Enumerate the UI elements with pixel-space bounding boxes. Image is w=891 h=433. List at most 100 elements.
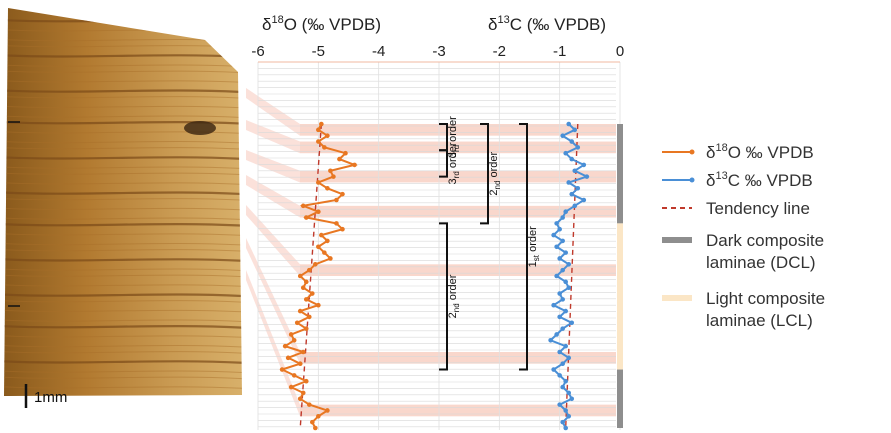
rock-stratum — [4, 115, 242, 119]
data-point — [310, 419, 315, 425]
legend-entry: Tendency line — [662, 199, 810, 218]
dcl-band — [300, 170, 616, 183]
rock-stratum — [4, 191, 242, 196]
data-point — [566, 355, 572, 361]
data-point — [569, 191, 575, 197]
data-point — [566, 121, 572, 127]
data-point — [331, 174, 336, 179]
legend-swatch — [662, 295, 692, 301]
rock-stratum — [4, 89, 242, 94]
rock-stratum — [4, 140, 242, 144]
data-point — [551, 302, 556, 308]
data-point — [316, 414, 321, 419]
data-point — [572, 127, 578, 133]
rock-stratum — [4, 80, 242, 84]
rock-stratum — [4, 300, 242, 303]
data-point — [306, 267, 312, 273]
order-label: 2nd order — [447, 274, 461, 318]
order-bracket — [480, 123, 489, 225]
dcl-band — [300, 352, 616, 364]
data-point — [566, 414, 572, 419]
data-point — [557, 314, 562, 320]
rock-stratum — [4, 217, 242, 221]
data-point — [303, 378, 309, 384]
data-point — [282, 343, 288, 349]
rock-stratum — [4, 370, 242, 374]
data-point — [340, 191, 345, 197]
data-point — [279, 367, 285, 372]
data-point — [560, 384, 565, 390]
data-point — [572, 168, 578, 174]
d18o-axis-title: δ18O (‰ VPDB) — [262, 14, 381, 34]
dark-laminae-segment — [617, 369, 623, 428]
data-point — [316, 139, 321, 144]
rock-stratum — [4, 268, 242, 272]
data-point — [560, 297, 565, 302]
dark-laminae-segment — [617, 124, 623, 224]
data-point — [566, 390, 572, 396]
data-point — [297, 361, 303, 366]
rock-stratum — [4, 198, 242, 201]
data-point — [288, 384, 294, 390]
data-point — [560, 267, 565, 273]
data-point — [557, 373, 562, 378]
data-point — [560, 326, 565, 331]
rock-stratum — [4, 166, 242, 170]
tendency-line — [565, 123, 579, 429]
order-bracket — [439, 222, 448, 371]
data-point — [557, 291, 562, 296]
data-point — [285, 355, 291, 361]
data-point — [557, 226, 562, 232]
data-point — [548, 338, 553, 343]
data-point — [303, 297, 309, 302]
legend-entry: Light composite laminae (LCL) — [662, 289, 825, 330]
data-point — [554, 273, 559, 279]
rock-stratum — [4, 360, 242, 365]
data-point — [551, 232, 556, 238]
data-point — [306, 314, 312, 320]
rock-stratum — [4, 258, 242, 263]
rock-stratum — [4, 293, 242, 298]
data-point — [291, 373, 297, 378]
dcl-band — [300, 141, 616, 154]
data-point — [563, 408, 568, 413]
data-point — [566, 285, 572, 290]
legend-label: Light composite — [706, 289, 825, 308]
rock-stratum — [4, 147, 242, 150]
legend-swatch — [662, 237, 692, 243]
data-point — [554, 244, 559, 250]
legend-entry: δ18O ‰ VPDB — [662, 142, 814, 162]
data-point — [554, 332, 559, 337]
data-point — [325, 408, 330, 413]
data-point — [581, 197, 587, 203]
specimen-photo — [4, 8, 242, 396]
data-point — [334, 221, 339, 226]
data-point — [294, 320, 300, 326]
data-point — [316, 244, 321, 250]
dcl-band — [300, 124, 616, 136]
order-bracket — [439, 149, 448, 178]
tick-label: -5 — [312, 43, 325, 60]
connector-wedge — [246, 270, 300, 417]
data-point — [340, 226, 345, 232]
data-point — [557, 349, 562, 355]
connector-wedge — [246, 150, 300, 183]
tick-label: -2 — [493, 43, 506, 60]
data-point — [310, 291, 315, 296]
data-point — [316, 302, 321, 308]
rock-stratum — [4, 351, 242, 354]
data-point — [297, 273, 303, 279]
horizontal-grid — [258, 61, 616, 428]
scale-bar: 1mm — [24, 384, 67, 408]
tick-labels: -6 -5 -4 -3 -2 -1 0 — [251, 43, 624, 60]
rock-stratum — [4, 156, 242, 161]
vertical-grid — [257, 62, 621, 430]
data-point — [563, 250, 568, 255]
data-point — [560, 215, 565, 220]
data-point — [563, 209, 568, 214]
data-point — [316, 180, 321, 185]
data-point — [581, 162, 587, 168]
rock-stratum — [4, 207, 242, 211]
data-point — [557, 256, 562, 261]
